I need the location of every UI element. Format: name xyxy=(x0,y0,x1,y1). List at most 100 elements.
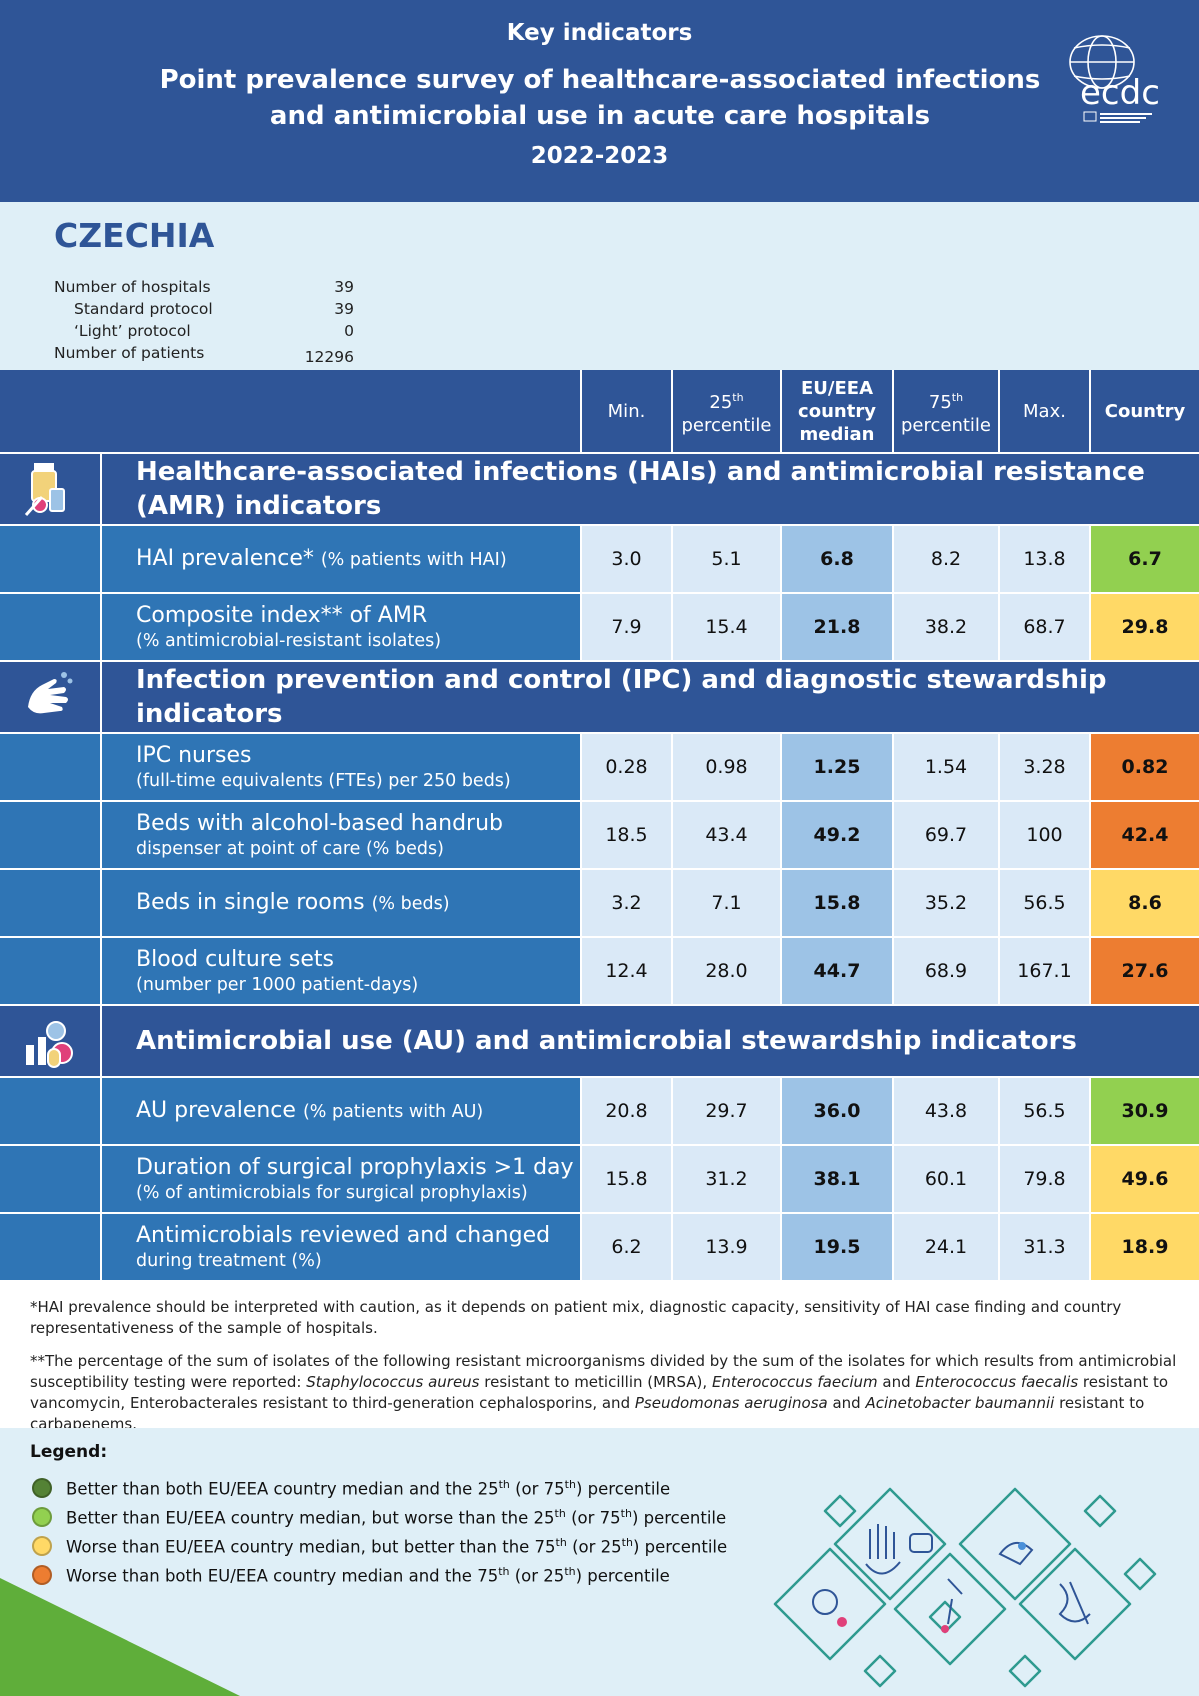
indicator-subtitle: (% antimicrobial-resistant isolates) xyxy=(136,631,442,651)
value-country: 29.8 xyxy=(1091,594,1199,660)
indicator-label: Beds with alcohol-based handrub dispenser… xyxy=(102,802,580,868)
value-p25: 13.9 xyxy=(673,1214,780,1280)
legend-dot-icon xyxy=(32,1536,52,1556)
footnote-hai: *HAI prevalence should be interpreted wi… xyxy=(30,1298,1122,1337)
row-icon-cell xyxy=(0,1214,100,1280)
value-p75: 35.2 xyxy=(894,870,998,936)
value-p25: 5.1 xyxy=(673,526,780,592)
medication-icon xyxy=(0,454,100,524)
value-min: 7.9 xyxy=(582,594,671,660)
indicator-label: Composite index** of AMR (% antimicrobial… xyxy=(102,594,580,660)
handwashing-icon xyxy=(0,662,100,732)
green-wedge-decoration xyxy=(0,1578,240,1696)
value-min: 3.0 xyxy=(582,526,671,592)
value-p25: 7.1 xyxy=(673,870,780,936)
value-median: 49.2 xyxy=(782,802,892,868)
legend-dot-icon xyxy=(32,1565,52,1585)
indicator-subtitle: during treatment (%) xyxy=(136,1251,322,1271)
info-value: 39 xyxy=(334,278,354,296)
indicator-unit: (% patients with HAI) xyxy=(320,549,507,570)
row-icon-cell xyxy=(0,526,100,592)
col-header-p25-sup: th xyxy=(732,390,744,404)
legend-item: Worse than both EU/EEA country median an… xyxy=(32,1563,670,1587)
col-header-country: Country xyxy=(1091,370,1199,452)
value-p75: 43.8 xyxy=(894,1078,998,1144)
value-p25: 15.4 xyxy=(673,594,780,660)
value-median: 1.25 xyxy=(782,734,892,800)
col-header-p75-sup: th xyxy=(951,390,964,404)
value-country: 18.9 xyxy=(1091,1214,1199,1280)
indicator-name: Beds in single rooms (% beds) xyxy=(136,889,450,915)
indicator-label: Beds in single rooms (% beds) xyxy=(102,870,580,936)
legend-item: Better than EU/EEA country median, but w… xyxy=(32,1505,726,1529)
indicator-name: Beds with alcohol-based handrub xyxy=(136,811,504,836)
info-row-patients: Number of patients 12296 xyxy=(54,344,354,366)
logo-text: ecdc xyxy=(1080,73,1160,113)
value-p75: 1.54 xyxy=(894,734,998,800)
col-header-p25-text: percentile xyxy=(681,414,772,436)
value-min: 6.2 xyxy=(582,1214,671,1280)
value-median: 36.0 xyxy=(782,1078,892,1144)
indicator-unit: (% beds) xyxy=(371,893,450,914)
value-max: 100 xyxy=(1000,802,1089,868)
legend-dot-icon xyxy=(32,1478,52,1498)
ecdc-logo: ecdc xyxy=(1069,35,1160,123)
value-p75: 60.1 xyxy=(894,1146,998,1212)
indicator-subtitle: (number per 1000 patient-days) xyxy=(136,975,419,995)
value-p25: 28.0 xyxy=(673,938,780,1004)
header-years: 2022-2023 xyxy=(530,143,669,169)
value-country: 6.7 xyxy=(1091,526,1199,592)
value-p75: 69.7 xyxy=(894,802,998,868)
col-header-p75-num: 75 xyxy=(928,391,952,413)
info-row-light-protocol: ‘Light’ protocol 0 xyxy=(54,322,354,344)
indicator-subtitle: (% of antimicrobials for surgical prophy… xyxy=(136,1183,528,1203)
indicator-subtitle: (full-time equivalents (FTEs) per 250 be… xyxy=(136,771,511,791)
value-p25: 31.2 xyxy=(673,1146,780,1212)
row-icon-cell xyxy=(0,1078,100,1144)
indicator-name: IPC nurses xyxy=(136,743,252,768)
footnotes: *HAI prevalence should be interpreted wi… xyxy=(30,1297,1180,1447)
col-header-min: Min. xyxy=(582,370,671,452)
info-value: 39 xyxy=(334,300,354,318)
row-icon-cell xyxy=(0,594,100,660)
value-max: 68.7 xyxy=(1000,594,1089,660)
indicator-name: AU prevalence (% patients with AU) xyxy=(136,1097,484,1123)
value-min: 15.8 xyxy=(582,1146,671,1212)
indicator-label: AU prevalence (% patients with AU) xyxy=(102,1078,580,1144)
value-max: 56.5 xyxy=(1000,870,1089,936)
legend-text: Worse than both EU/EEA country median an… xyxy=(66,1564,670,1586)
indicator-unit: (% patients with AU) xyxy=(302,1101,484,1122)
indicator-name: Blood culture sets xyxy=(136,947,334,972)
value-country: 0.82 xyxy=(1091,734,1199,800)
row-icon-cell xyxy=(0,870,100,936)
legend-panel: Legend: Better than both EU/EEA country … xyxy=(0,1428,1199,1696)
col-header-p75-text: percentile xyxy=(900,414,992,436)
legend-text: Worse than EU/EEA country median, but be… xyxy=(66,1535,728,1557)
indicator-label: Antimicrobials reviewed and changed durin… xyxy=(102,1214,580,1280)
value-p25: 0.98 xyxy=(673,734,780,800)
row-icon-cell xyxy=(0,734,100,800)
indicator-label: IPC nurses (full-time equivalents (FTEs) … xyxy=(102,734,580,800)
section-title: Antimicrobial use (AU) and antimicrobial… xyxy=(102,1006,1199,1076)
pipette-diamond-icon xyxy=(893,1552,1007,1666)
value-min: 0.28 xyxy=(582,734,671,800)
indicator-label: HAI prevalence* (% patients with HAI) xyxy=(102,526,580,592)
value-country: 27.6 xyxy=(1091,938,1199,1004)
value-max: 31.3 xyxy=(1000,1214,1089,1280)
row-icon-cell xyxy=(0,802,100,868)
value-min: 12.4 xyxy=(582,938,671,1004)
col-header-p25: 25th percentile xyxy=(673,370,780,452)
info-label: ‘Light’ protocol xyxy=(74,322,191,340)
legend-text: Better than EU/EEA country median, but w… xyxy=(66,1506,727,1528)
pills-chart-icon xyxy=(0,1006,100,1076)
value-median: 38.1 xyxy=(782,1146,892,1212)
legend-item: Worse than EU/EEA country median, but be… xyxy=(32,1534,727,1558)
value-max: 56.5 xyxy=(1000,1078,1089,1144)
value-median: 19.5 xyxy=(782,1214,892,1280)
section-title: Infection prevention and control (IPC) a… xyxy=(102,662,1199,732)
col-header-p25-num: 25 xyxy=(709,391,733,413)
value-max: 3.28 xyxy=(1000,734,1089,800)
bacteria-diamond-icon xyxy=(773,1547,887,1661)
indicator-name: Antimicrobials reviewed and changed xyxy=(136,1223,551,1248)
